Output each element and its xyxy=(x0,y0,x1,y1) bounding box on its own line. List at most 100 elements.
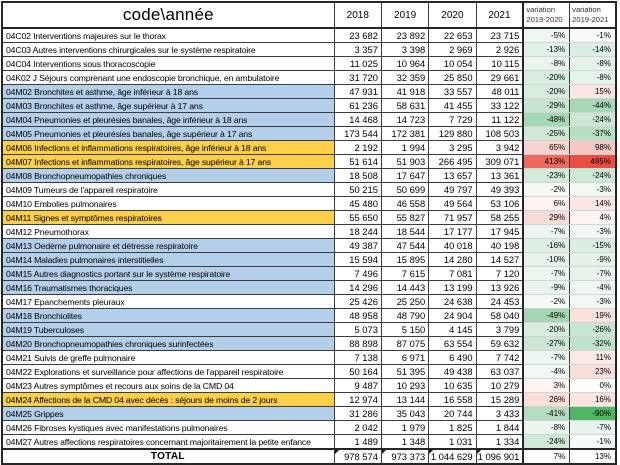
row-label-cell[interactable]: 04M26 Fibroses kystiques avec manifestat… xyxy=(1,420,335,435)
value-cell-2018[interactable]: 49 387 xyxy=(333,238,382,253)
variation-2019-2021-cell[interactable]: -8% xyxy=(569,70,618,85)
value-cell-2020[interactable]: 49 797 xyxy=(428,182,477,197)
variation-2019-2021-cell[interactable]: -15% xyxy=(569,238,618,253)
value-cell-2020[interactable]: 3 295 xyxy=(428,140,477,155)
row-label-cell[interactable]: 04M24 Affections de la CMD 04 avec décès… xyxy=(1,392,335,407)
value-cell-2019[interactable]: 7 615 xyxy=(380,266,430,281)
value-cell-2019[interactable]: 13 144 xyxy=(380,392,430,407)
total-label-cell[interactable]: TOTAL xyxy=(1,448,335,465)
value-cell-2019[interactable]: 5 150 xyxy=(380,322,430,337)
value-cell-2019[interactable]: 10 293 xyxy=(380,378,430,393)
row-label-cell[interactable]: 04K02 J Séjours comprenant une endoscopi… xyxy=(1,70,335,85)
value-cell-2019[interactable]: 51 903 xyxy=(380,154,430,169)
value-cell-2021[interactable]: 49 393 xyxy=(475,182,524,197)
value-cell-2021[interactable]: 33 122 xyxy=(475,98,524,113)
variation-2019-2021-cell[interactable]: -90% xyxy=(569,406,618,421)
value-cell-2019[interactable]: 14 723 xyxy=(380,112,430,127)
row-label-cell[interactable]: 04M14 Maladies pulmonaires interstitiell… xyxy=(1,252,335,267)
row-label-cell[interactable]: 04M08 Bronchopneumopathies chroniques xyxy=(1,168,335,183)
value-cell-2021[interactable]: 17 945 xyxy=(475,224,524,239)
variation-2019-2020-cell[interactable]: -7% xyxy=(522,266,571,281)
variation-2019-2021-cell[interactable]: 23% xyxy=(569,364,618,379)
value-cell-2018[interactable]: 14 296 xyxy=(333,280,382,295)
value-cell-2020[interactable]: 71 957 xyxy=(428,210,477,225)
variation-2019-2020-cell[interactable]: -8% xyxy=(522,56,571,71)
variation-2019-2020-cell[interactable]: -20% xyxy=(522,70,571,85)
value-cell-2020[interactable]: 49 438 xyxy=(428,364,477,379)
value-cell-2018[interactable]: 7 138 xyxy=(333,350,382,365)
variation-2019-2021-cell[interactable]: -7% xyxy=(569,420,618,435)
row-label-cell[interactable]: 04C02 Interventions majeures sur le thor… xyxy=(1,27,335,43)
value-cell-2018[interactable]: 12 974 xyxy=(333,392,382,407)
variation-2019-2021-cell[interactable]: -26% xyxy=(569,322,618,337)
value-cell-2018[interactable]: 18 244 xyxy=(333,224,382,239)
value-cell-2018[interactable]: 18 508 xyxy=(333,168,382,183)
row-label-cell[interactable]: 04M04 Pneumonies et pleurésies banales, … xyxy=(1,112,335,127)
value-cell-2019[interactable]: 51 395 xyxy=(380,364,430,379)
variation-2019-2020-cell[interactable]: -20% xyxy=(522,84,571,99)
value-cell-2018[interactable]: 2 042 xyxy=(333,420,382,435)
value-cell-2021[interactable]: 53 106 xyxy=(475,196,524,211)
row-label-cell[interactable]: 04M06 Infections et inflammations respir… xyxy=(1,140,335,155)
variation-2019-2021-cell[interactable]: -37% xyxy=(569,126,618,141)
value-cell-2018[interactable]: 31 286 xyxy=(333,406,382,421)
value-cell-2021[interactable]: 10 279 xyxy=(475,378,524,393)
variation-2019-2021-cell[interactable]: -24% xyxy=(569,168,618,183)
row-label-cell[interactable]: 04M23 Autres symptômes et recours aux so… xyxy=(1,378,335,393)
value-cell-2019[interactable]: 32 359 xyxy=(380,70,430,85)
value-cell-2021[interactable]: 1 334 xyxy=(475,434,524,450)
value-cell-2020[interactable]: 6 490 xyxy=(428,350,477,365)
value-cell-2020[interactable]: 33 557 xyxy=(428,84,477,99)
value-cell-2018[interactable]: 7 496 xyxy=(333,266,382,281)
year-header-2020[interactable]: 2020 xyxy=(428,1,477,29)
variation-2019-2021-cell[interactable]: 19% xyxy=(569,308,618,323)
value-cell-2021[interactable]: 11 122 xyxy=(475,112,524,127)
value-cell-2018[interactable]: 31 720 xyxy=(333,70,382,85)
value-cell-2018[interactable]: 51 614 xyxy=(333,154,382,169)
total-value-cell-2018[interactable]: 978 574 xyxy=(333,448,382,465)
value-cell-2020[interactable]: 40 018 xyxy=(428,238,477,253)
variation-2019-2021-cell[interactable]: -8% xyxy=(569,56,618,71)
value-cell-2018[interactable]: 2 192 xyxy=(333,140,382,155)
value-cell-2018[interactable]: 48 958 xyxy=(333,308,382,323)
value-cell-2019[interactable]: 25 250 xyxy=(380,294,430,309)
variation-2019-2020-cell[interactable]: -24% xyxy=(522,434,571,450)
value-cell-2019[interactable]: 14 443 xyxy=(380,280,430,295)
value-cell-2019[interactable]: 35 043 xyxy=(380,406,430,421)
value-cell-2021[interactable]: 2 926 xyxy=(475,42,524,57)
value-cell-2018[interactable]: 3 357 xyxy=(333,42,382,57)
value-cell-2018[interactable]: 55 650 xyxy=(333,210,382,225)
variation-2019-2020-cell[interactable]: 65% xyxy=(522,140,571,155)
value-cell-2021[interactable]: 48 011 xyxy=(475,84,524,99)
variation-2019-2020-cell[interactable]: -5% xyxy=(522,27,571,43)
value-cell-2021[interactable]: 108 503 xyxy=(475,126,524,141)
variation-2019-2020-cell[interactable]: 3% xyxy=(522,378,571,393)
value-cell-2021[interactable]: 3 942 xyxy=(475,140,524,155)
year-header-2019[interactable]: 2019 xyxy=(380,1,430,29)
value-cell-2018[interactable]: 9 487 xyxy=(333,378,382,393)
variation-2019-2020-cell[interactable]: -16% xyxy=(522,238,571,253)
row-label-cell[interactable]: 04M25 Grippes xyxy=(1,406,335,421)
variation-2019-2020-cell[interactable]: 6% xyxy=(522,196,571,211)
variation-2019-2021-cell[interactable]: -3% xyxy=(569,182,618,197)
value-cell-2020[interactable]: 129 880 xyxy=(428,126,477,141)
variation-2019-2021-cell[interactable]: -44% xyxy=(569,98,618,113)
variation-2019-2020-cell[interactable]: -41% xyxy=(522,406,571,421)
value-cell-2019[interactable]: 58 631 xyxy=(380,98,430,113)
variation-2019-2020-cell[interactable]: 26% xyxy=(522,392,571,407)
variation-2019-2020-cell[interactable]: -7% xyxy=(522,224,571,239)
row-label-cell[interactable]: 04M05 Pneumonies et pleurésies banales, … xyxy=(1,126,335,141)
value-cell-2021[interactable]: 40 198 xyxy=(475,238,524,253)
value-cell-2019[interactable]: 172 381 xyxy=(380,126,430,141)
variation-2019-2021-cell[interactable]: 495% xyxy=(569,154,618,169)
variation-2019-2020-cell[interactable]: -49% xyxy=(522,308,571,323)
value-cell-2020[interactable]: 7 081 xyxy=(428,266,477,281)
value-cell-2019[interactable]: 50 699 xyxy=(380,182,430,197)
value-cell-2020[interactable]: 22 653 xyxy=(428,27,477,43)
value-cell-2020[interactable]: 25 850 xyxy=(428,70,477,85)
value-cell-2018[interactable]: 50 215 xyxy=(333,182,382,197)
value-cell-2020[interactable]: 63 554 xyxy=(428,336,477,351)
total-value-cell-2021[interactable]: 1 096 901 xyxy=(475,448,524,465)
value-cell-2019[interactable]: 55 827 xyxy=(380,210,430,225)
value-cell-2021[interactable]: 13 361 xyxy=(475,168,524,183)
